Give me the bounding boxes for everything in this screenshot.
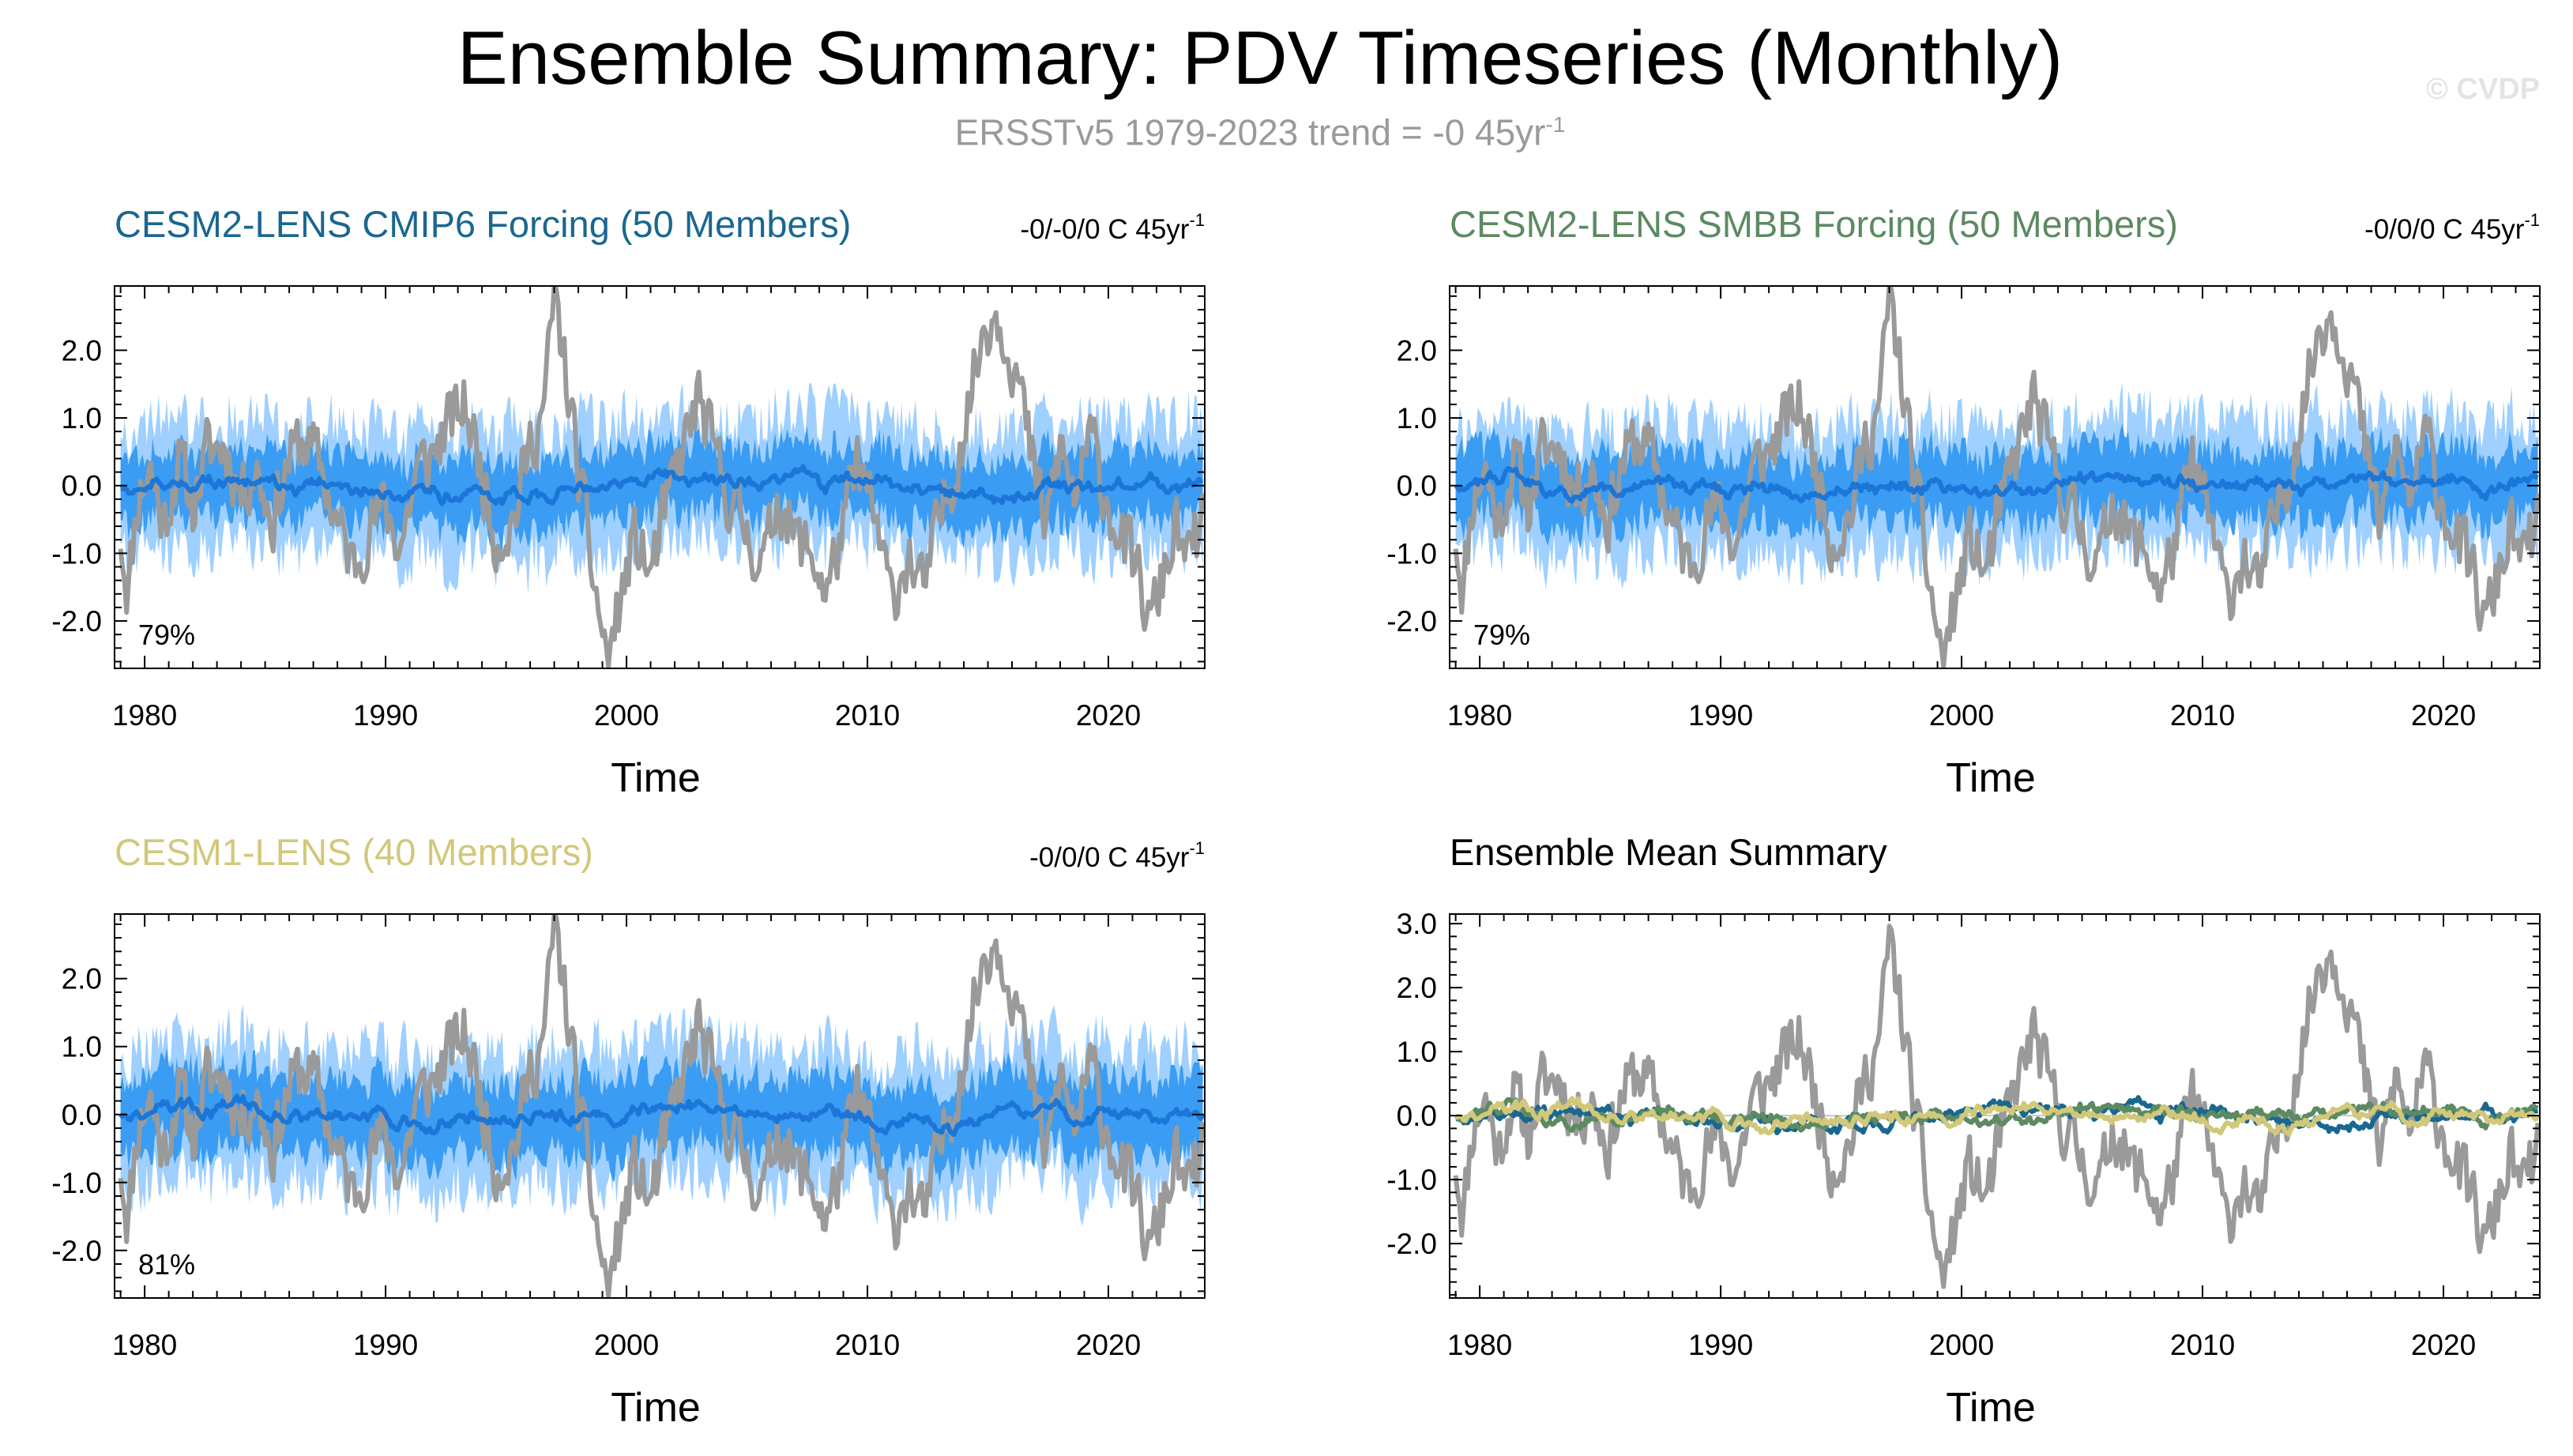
plot-frame [114, 285, 1206, 669]
x-tick-label: 2020 [2411, 699, 2476, 732]
x-axis-label: Time [1946, 755, 2036, 801]
trend-exponent: -1 [1189, 838, 1205, 858]
y-tick-label: -1.0 [51, 537, 102, 570]
x-tick-label: 1980 [112, 699, 177, 732]
subtitle: ERSSTv5 1979-2023 trend = -0 45yr-1 [0, 101, 2520, 156]
x-tick-label: 1990 [1688, 699, 1753, 732]
y-tick-label: -1.0 [1386, 1164, 1437, 1196]
y-tick-label: 2.0 [1397, 972, 1437, 1004]
ensemble-mean-series [1454, 466, 2539, 504]
y-tick-label: 2.0 [1397, 334, 1437, 367]
ensemble-mean-series [118, 1093, 1205, 1138]
x-tick-label: 1980 [112, 1329, 177, 1361]
plot-area [115, 286, 1205, 668]
panel-cesm1: CESM1-LENS (40 Members) -0/0/0 C 45yr-1 81… [51, 831, 1206, 1431]
percent-label: 81% [138, 1248, 195, 1281]
observed-series [1453, 286, 2540, 668]
trend-exponent: -1 [1189, 210, 1205, 230]
y-tick-label: -1.0 [51, 1167, 102, 1199]
x-tick-label: 1980 [1447, 1329, 1512, 1361]
x-tick-label: 2020 [1076, 1329, 1141, 1361]
ensemble-mean-series [120, 464, 1204, 506]
y-tick-label: 0.0 [1397, 1100, 1437, 1132]
trend-label: -0/0/0 C 45yr-1 [1029, 838, 1205, 873]
trend-label: -0/-0/0 C 45yr-1 [1020, 210, 1205, 245]
y-tick-label: 3.0 [1397, 908, 1437, 940]
panel-title: CESM1-LENS (40 Members) [115, 831, 593, 873]
y-tick-label: -2.0 [1386, 1228, 1437, 1260]
subtitle-text: ERSSTv5 1979-2023 trend = -0 45yr [954, 111, 1546, 153]
trend-text: -0/0/0 C 45yr [1029, 842, 1190, 873]
x-tick-label: 2010 [835, 1329, 900, 1361]
y-tick-label: 2.0 [62, 963, 102, 995]
y-tick-label: 0.0 [1397, 470, 1437, 502]
plot-area [115, 914, 1205, 1298]
observed-series [118, 914, 1205, 1298]
x-tick-label: 1990 [353, 1329, 418, 1361]
ensemble-mean-series-3 [1454, 1096, 2540, 1138]
subtitle-exponent: -1 [1545, 112, 1566, 137]
x-axis-label: Time [611, 1385, 701, 1431]
x-tick-label: 2000 [594, 1329, 659, 1361]
plot-area [1450, 286, 2540, 668]
panel-title: CESM2-LENS CMIP6 Forcing (50 Members) [115, 203, 851, 245]
x-tick-label: 1980 [1447, 699, 1512, 732]
x-tick-label: 1990 [353, 699, 418, 732]
x-tick-label: 2000 [1929, 699, 1994, 732]
y-tick-label: 2.0 [62, 334, 102, 367]
panel-cesm2_cmip6: CESM2-LENS CMIP6 Forcing (50 Members) -0/… [51, 203, 1206, 801]
trend-text: -0/0/0 C 45yr [2364, 214, 2525, 245]
panel-title: Ensemble Mean Summary [1450, 831, 1887, 873]
x-tick-label: 2000 [594, 699, 659, 732]
y-tick-label: 1.0 [1397, 402, 1437, 435]
trend-exponent: -1 [2524, 210, 2540, 230]
x-tick-label: 2010 [2170, 699, 2235, 732]
plot-area [1450, 924, 2540, 1289]
y-tick-label: -2.0 [51, 605, 102, 638]
x-tick-label: 2010 [835, 699, 900, 732]
y-tick-label: 1.0 [1397, 1036, 1437, 1068]
panel-title: CESM2-LENS SMBB Forcing (50 Members) [1450, 203, 2178, 245]
x-tick-label: 2020 [1076, 699, 1141, 732]
y-tick-label: -2.0 [1386, 605, 1437, 638]
x-tick-label: 2000 [1929, 1329, 1994, 1361]
observed-series [118, 286, 1205, 668]
y-tick-label: -2.0 [51, 1235, 102, 1267]
plot-frame [114, 913, 1206, 1299]
trend-label: -0/0/0 C 45yr-1 [2364, 210, 2540, 245]
plot-frame [1449, 913, 2541, 1299]
y-tick-label: 1.0 [62, 402, 102, 435]
y-tick-label: 1.0 [62, 1031, 102, 1063]
plot-frame [1449, 285, 2541, 669]
trend-text: -0/-0/0 C 45yr [1020, 214, 1189, 245]
x-axis-label: Time [611, 755, 701, 801]
x-tick-label: 2020 [2411, 1329, 2476, 1361]
page-title: Ensemble Summary: PDV Timeseries (Monthl… [457, 16, 2063, 100]
cvdp-watermark: © CVDP [2425, 73, 2540, 106]
x-tick-label: 2010 [2170, 1329, 2235, 1361]
y-tick-label: -1.0 [1386, 537, 1437, 570]
panel-cesm2_smbb: CESM2-LENS SMBB Forcing (50 Members) -0/0… [1386, 203, 2541, 801]
panel-ens_mean_summary: Ensemble Mean Summary 1980 1990 2000 2010 202… [1386, 831, 2541, 1431]
x-axis-label: Time [1946, 1385, 2036, 1431]
y-tick-label: 0.0 [62, 470, 102, 502]
percent-label: 79% [1473, 619, 1530, 651]
x-tick-label: 1990 [1688, 1329, 1753, 1361]
observed-series [1453, 924, 2540, 1289]
y-tick-label: 0.0 [62, 1099, 102, 1131]
percent-label: 79% [138, 619, 195, 651]
